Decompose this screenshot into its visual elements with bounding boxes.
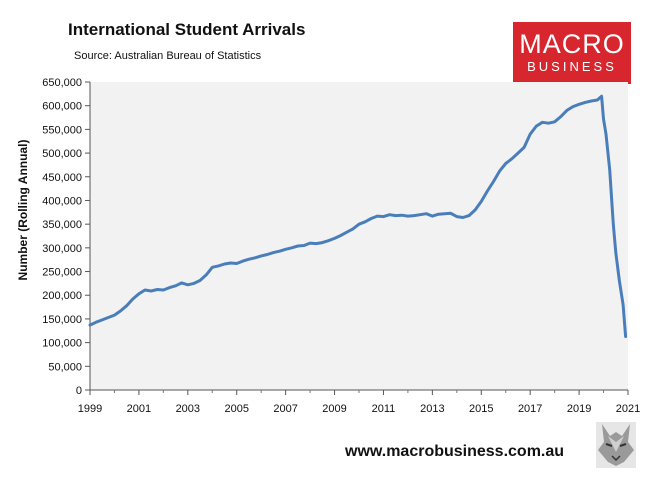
y-tick-label: 550,000 (42, 124, 82, 136)
y-tick-label: 0 (76, 385, 82, 397)
y-tick-label: 500,000 (42, 148, 82, 160)
y-axis-label: Number (Rolling Annual) (16, 140, 30, 281)
y-tick-label: 50,000 (48, 361, 82, 373)
x-tick-label: 2011 (372, 403, 396, 415)
y-tick-label: 200,000 (42, 290, 82, 302)
x-tick-label: 2009 (322, 403, 346, 415)
y-tick-label: 100,000 (42, 338, 82, 350)
chart-title: International Student Arrivals (68, 20, 306, 39)
x-tick-label: 1999 (78, 403, 102, 415)
series-layer (88, 94, 628, 338)
x-tick-label: 2001 (127, 403, 151, 415)
x-tick-label: 2007 (273, 403, 297, 415)
footer-url[interactable]: www.macrobusiness.com.au (345, 443, 565, 460)
y-tick-label: 600,000 (42, 101, 82, 113)
y-tick-label: 450,000 (42, 172, 82, 184)
x-tick-label: 2017 (518, 403, 542, 415)
x-tick-label: 2003 (176, 403, 200, 415)
wolf-icon (596, 422, 636, 468)
y-tick-label: 300,000 (42, 243, 82, 255)
y-tick-label: 650,000 (42, 77, 82, 89)
x-tick-label: 2005 (224, 403, 248, 415)
x-axis: 1999 2001 2003 2005 2007 2009 2011 2013 2015 2017… (78, 389, 640, 415)
y-tick-label: 400,000 (42, 195, 82, 207)
x-tick-label: 2019 (567, 403, 591, 415)
macrobusiness-logo: MACRO BUSINESS (513, 22, 631, 84)
series-line (88, 94, 628, 338)
chart-source: Source: Australian Bureau of Statistics (74, 50, 262, 62)
logo-line-1: MACRO (519, 29, 625, 59)
x-tick-label: 2013 (420, 403, 444, 415)
x-tick-label: 2021 (616, 403, 640, 415)
plot-area (90, 82, 628, 390)
y-tick-label: 150,000 (42, 314, 82, 326)
y-tick-label: 250,000 (42, 267, 82, 279)
logo-line-2: BUSINESS (527, 59, 617, 74)
x-tick-label: 2015 (469, 403, 493, 415)
y-axis: 0 50,000 100,000 150,000 200,000 250,000 300,0… (42, 77, 91, 397)
y-tick-label: 350,000 (42, 219, 82, 231)
